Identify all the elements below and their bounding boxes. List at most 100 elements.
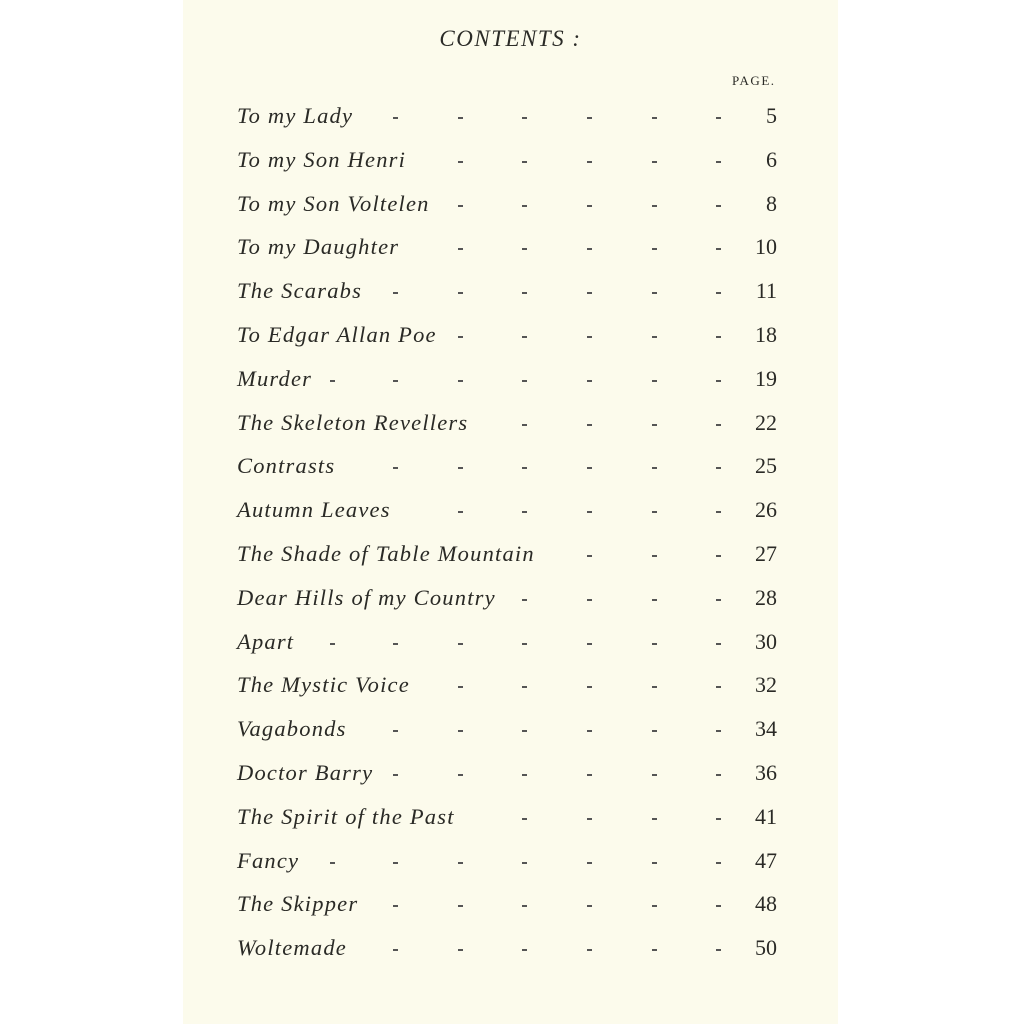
leader-dash [716,555,721,557]
leader-dash [716,511,721,514]
leader-dash [522,511,527,514]
entry-page-number: 48 [755,891,777,917]
leader-dash [458,248,463,251]
leader-dash [652,204,657,207]
leader-dash [716,117,721,119]
leader-dash [652,949,657,952]
leader-dash [652,117,657,119]
entry-page-number: 47 [755,847,777,873]
leader-dash [652,686,657,689]
entry-title: Fancy [237,847,300,873]
leader-dash [522,117,527,119]
leader-dash [652,642,657,645]
leader-dash [587,949,592,952]
contents-entry: The Scarabs 11 [237,278,777,308]
entry-title: Apart [237,628,295,654]
leader-dash [587,117,592,119]
leader-dash [587,511,592,514]
entry-page-number: 41 [755,803,777,829]
entry-title: Autumn Leaves [237,497,391,523]
leader-dash [522,160,527,163]
entry-page-number: 27 [755,541,777,566]
contents-entry: Apart 30 [237,629,777,659]
contents-entry: Contrasts 25 [237,453,777,483]
leader-dash [458,861,463,864]
leader-dash [458,204,463,207]
leader-dash [652,336,657,338]
leader-dash [458,160,463,163]
contents-entry: Dear Hills of my Country 28 [237,585,777,615]
leader-dash [393,467,398,470]
contents-entry: Autumn Leaves 26 [237,497,777,527]
leader-dash [330,642,335,645]
contents-entry: The Skipper 48 [237,891,777,921]
leader-dash [587,204,592,207]
entry-title: To my Son Henri [237,146,407,172]
entry-title: Murder [237,365,313,391]
leader-dash [652,379,657,382]
leader-dash [458,905,463,908]
entry-page-number: 50 [755,935,777,961]
leader-dash [522,292,527,295]
leader-dash [522,379,527,382]
leader-dash [587,292,592,295]
leader-dash [716,336,721,338]
leader-dash [587,423,592,426]
leader-dash [716,730,721,733]
leader-dash [716,861,721,864]
leader-dash [652,160,657,163]
leader-dash [522,861,527,864]
leader-dash [716,686,721,689]
leader-dash [458,117,463,119]
contents-entry: To Edgar Allan Poe 18 [237,322,777,352]
entry-title: Dear Hills of my Country [237,584,496,610]
leader-dash [522,642,527,645]
page-column-label: PAGE. [732,73,776,88]
contents-heading: CONTENTS : [439,26,582,51]
leader-dash [393,117,398,119]
leader-dash [652,467,657,470]
entry-page-number: 36 [755,760,777,785]
leader-dash [587,774,592,776]
entry-title: The Skeleton Revellers [237,409,469,435]
leader-dash [522,336,527,338]
leader-dash [587,555,592,557]
leader-dash [522,730,527,733]
leader-dash [522,686,527,689]
leader-dash [652,905,657,908]
contents-entry: The Mystic Voice 32 [237,672,777,702]
leader-dash [652,598,657,601]
leader-dash [652,248,657,251]
entry-page-number: 10 [755,234,777,260]
leader-dash [652,511,657,514]
entry-title: To my Lady [237,103,354,128]
entry-page-number: 11 [755,278,777,304]
leader-dash [716,248,721,251]
entry-title: Contrasts [237,453,336,479]
leader-dash [587,861,592,864]
leader-dash [522,467,527,470]
contents-entry: To my Son Henri 6 [237,147,777,177]
leader-dash [393,949,398,952]
entry-page-number: 34 [755,716,777,742]
leader-dash [587,817,592,820]
leader-dash [716,817,721,820]
leader-dash [458,642,463,645]
leader-dash [716,774,721,776]
leader-dash [393,905,398,908]
leader-dash [587,248,592,251]
entry-page-number: 19 [755,365,777,391]
leader-dash [587,642,592,645]
leader-dash [458,511,463,514]
contents-entry: To my Son Voltelen 8 [237,191,777,221]
entry-title: Woltemade [237,935,347,961]
leader-dash [393,292,398,295]
leader-dash [522,949,527,952]
leader-dash [652,555,657,557]
leader-dash [458,730,463,733]
entry-title: To my Son Voltelen [237,190,430,216]
leader-dash [652,817,657,820]
entry-title: The Skipper [237,891,359,917]
leader-dash [652,730,657,733]
leader-dash [716,204,721,207]
